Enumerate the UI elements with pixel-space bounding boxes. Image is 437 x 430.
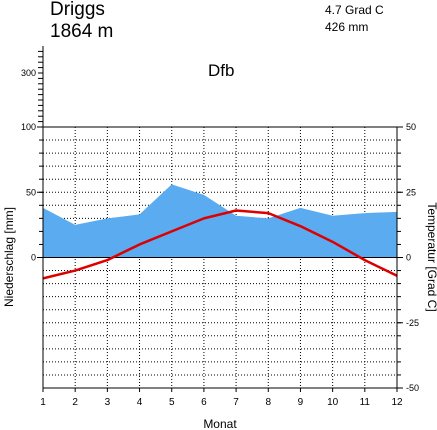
month-label: 9 [298, 397, 304, 408]
month-label: 10 [327, 397, 339, 408]
temperature-line [42, 209, 398, 280]
right-tick-label: 0 [406, 253, 411, 263]
month-label: 4 [137, 397, 143, 408]
precipitation-area-layer [43, 184, 397, 258]
left-tick-label: 0 [31, 253, 36, 263]
right-tick-label: 25 [406, 187, 416, 197]
month-label: 8 [265, 397, 271, 408]
temperature-line-layer [42, 209, 398, 280]
right-axis-label: Temperatur [Grad C] [425, 202, 437, 311]
month-label: 7 [233, 397, 239, 408]
right-tick-label: -25 [406, 318, 419, 328]
right-tick-label: 50 [406, 122, 416, 132]
precipitation-area [43, 184, 397, 258]
x-axis-label: Monat [203, 417, 237, 430]
station-name: Driggs [50, 0, 105, 20]
left-axis-label: Niederschlag [mm] [2, 207, 16, 307]
mean-temperature: 4.7 Grad C [325, 3, 384, 17]
right-tick-label: -50 [406, 383, 419, 393]
month-label: 6 [201, 397, 207, 408]
climate-classification: Dfb [208, 61, 234, 80]
station-elevation: 1864 m [50, 21, 113, 42]
left-tick-label: 100 [21, 122, 36, 132]
upper-tick-label: 300 [21, 68, 36, 78]
month-label: 11 [360, 397, 371, 408]
month-label: 5 [169, 397, 175, 408]
month-label: 1 [40, 397, 46, 408]
annual-precipitation: 426 mm [325, 20, 368, 34]
left-tick-label: 50 [26, 187, 36, 197]
month-label: 12 [391, 397, 403, 408]
month-label: 2 [72, 397, 78, 408]
month-label: 3 [105, 397, 111, 408]
